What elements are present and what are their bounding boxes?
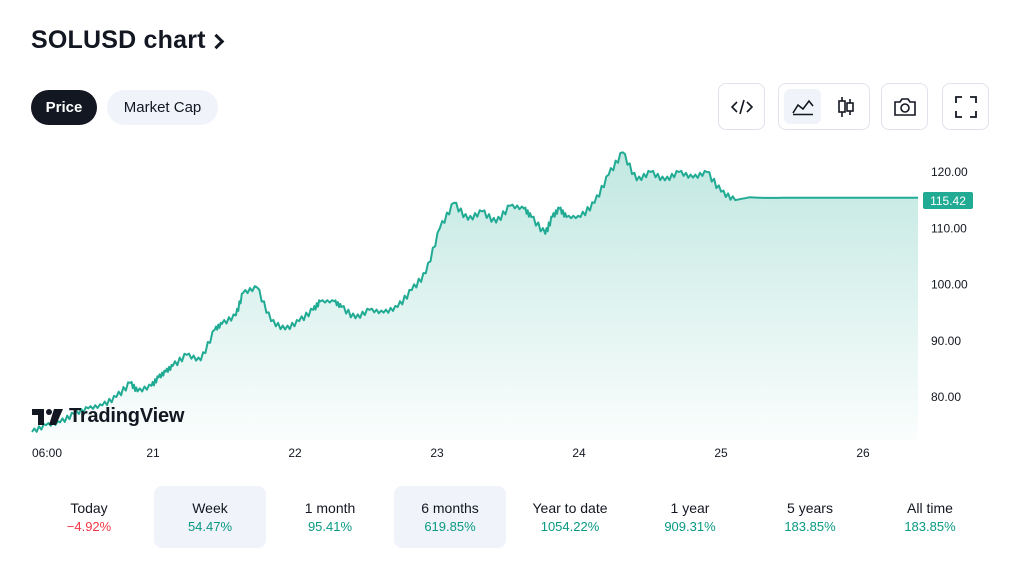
- area-fill: [32, 152, 918, 441]
- period-value: −4.92%: [66, 519, 112, 534]
- area-chart-button[interactable]: [784, 89, 821, 124]
- y-tick-label: 80.00: [931, 390, 961, 404]
- period-5-years[interactable]: 5 years 183.85%: [754, 486, 866, 548]
- candlestick-icon: [837, 96, 854, 117]
- x-tick-label: 26: [856, 446, 870, 460]
- code-icon: [730, 99, 753, 114]
- tradingview-logo-icon: [32, 408, 63, 425]
- period-value: 95.41%: [307, 519, 353, 534]
- tab-price[interactable]: Price: [31, 90, 97, 125]
- x-tick-label: 06:00: [32, 446, 62, 460]
- price-line: [31, 151, 918, 433]
- page-title-text: SOLUSD chart: [31, 26, 206, 54]
- fullscreen-button[interactable]: [942, 83, 989, 130]
- period-1-month[interactable]: 1 month 95.41%: [274, 486, 386, 548]
- tradingview-logo-text: TradingView: [69, 405, 185, 427]
- period-value: 909.31%: [664, 519, 716, 534]
- period-label: Today: [70, 500, 108, 516]
- period-label: 5 years: [787, 500, 833, 516]
- x-tick-label: 23: [430, 446, 444, 460]
- price-chart[interactable]: 120.00 110.00 100.00 90.00 80.00 06:00 21 22 23…: [0, 140, 1024, 470]
- period-label: 6 months: [421, 500, 479, 516]
- x-tick-label: 24: [572, 446, 586, 460]
- price-series-line: [31, 151, 918, 433]
- period-today[interactable]: Today −4.92%: [33, 486, 145, 548]
- period-value: 183.85%: [784, 519, 836, 534]
- snapshot-button[interactable]: [881, 83, 928, 130]
- tab-market-cap[interactable]: Market Cap: [107, 90, 218, 125]
- area-chart-icon: [791, 99, 814, 115]
- period-1-year[interactable]: 1 year 909.31%: [634, 486, 746, 548]
- embed-button[interactable]: [718, 83, 765, 130]
- period-value: 54.47%: [187, 519, 233, 534]
- period-label: All time: [907, 500, 953, 516]
- x-tick-label: 25: [714, 446, 728, 460]
- x-tick-label: 21: [146, 446, 160, 460]
- period-year-to-date[interactable]: Year to date 1054.22%: [514, 486, 626, 548]
- y-tick-label: 90.00: [931, 334, 961, 348]
- y-axis: 120.00 110.00 100.00 90.00 80.00: [931, 165, 968, 404]
- y-tick-label: 120.00: [931, 165, 968, 179]
- period-all-time[interactable]: All time 183.85%: [874, 486, 986, 548]
- last-price-label: 115.42: [923, 192, 973, 209]
- period-6-months[interactable]: 6 months 619.85%: [394, 486, 506, 548]
- period-value: 183.85%: [904, 519, 956, 534]
- chart-type-switcher: [778, 83, 870, 130]
- period-label: 1 year: [670, 500, 710, 516]
- price-chart-svg: 120.00 110.00 100.00 90.00 80.00 06:00 21 22 23…: [31, 151, 968, 460]
- tradingview-logo[interactable]: TradingView: [31, 405, 184, 428]
- period-label: Week: [192, 500, 228, 516]
- period-week[interactable]: Week 54.47%: [154, 486, 266, 548]
- performance-periods: Today −4.92% Week 54.47% 1 month 95.41% …: [33, 486, 993, 548]
- x-axis: 06:00 21 22 23 24 25 26: [32, 446, 870, 460]
- fullscreen-icon: [954, 95, 977, 118]
- period-value: 1054.22%: [540, 519, 600, 534]
- period-value: 619.85%: [424, 519, 476, 534]
- period-label: Year to date: [532, 500, 608, 516]
- candlestick-chart-button[interactable]: [827, 89, 864, 124]
- page-title[interactable]: SOLUSD chart: [31, 26, 224, 55]
- period-label: 1 month: [304, 500, 356, 516]
- area-fill-shape: [32, 152, 918, 441]
- camera-icon: [893, 97, 916, 116]
- y-tick-label: 110.00: [931, 221, 967, 235]
- y-tick-label: 100.00: [931, 278, 968, 292]
- chevron-right-icon: [208, 33, 224, 50]
- x-tick-label: 22: [288, 446, 302, 460]
